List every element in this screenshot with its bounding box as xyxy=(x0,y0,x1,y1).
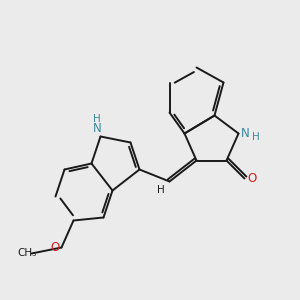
Text: H: H xyxy=(252,132,260,142)
Text: H: H xyxy=(93,114,101,124)
Text: N: N xyxy=(241,127,250,140)
Text: H: H xyxy=(157,185,165,195)
Text: N: N xyxy=(92,122,101,135)
Text: CH₃: CH₃ xyxy=(17,248,37,259)
Text: O: O xyxy=(248,172,256,185)
Text: O: O xyxy=(50,241,59,254)
